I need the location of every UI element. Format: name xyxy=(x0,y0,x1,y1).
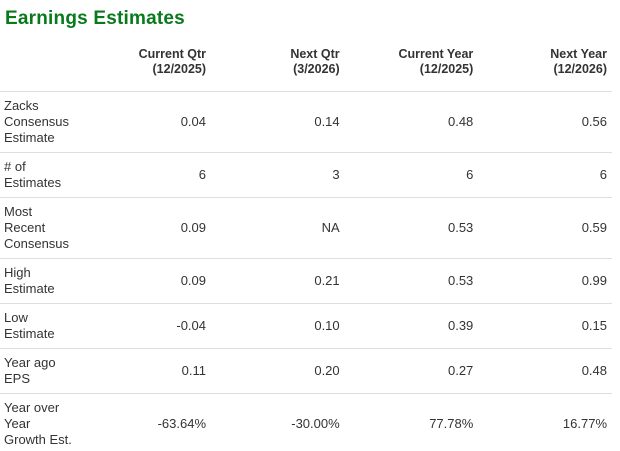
cell-value: 0.11 xyxy=(77,348,212,394)
cell-value: 0.15 xyxy=(478,303,612,349)
cell-value: 6 xyxy=(478,152,612,198)
cell-value: 77.78% xyxy=(344,393,479,451)
cell-value: 0.09 xyxy=(77,258,212,304)
row-label: Zacks Consensus Estimate xyxy=(0,91,78,153)
cell-value: NA xyxy=(211,197,345,259)
cell-value: -0.04 xyxy=(77,303,212,349)
cell-value: 0.20 xyxy=(211,348,345,394)
cell-value: 0.99 xyxy=(478,258,612,304)
column-header-current-qtr: Current Qtr (12/2025) xyxy=(77,47,212,92)
cell-value: 0.53 xyxy=(344,197,479,259)
cell-value: 0.10 xyxy=(211,303,345,349)
cell-value: 0.09 xyxy=(77,197,212,259)
row-label: Year over Year Growth Est. xyxy=(0,393,78,451)
column-header-date: (12/2025) xyxy=(419,62,474,76)
cell-value: 0.04 xyxy=(77,91,212,153)
row-label: Low Estimate xyxy=(0,303,78,349)
cell-value: 0.39 xyxy=(344,303,479,349)
table-row-most-recent-consensus: Most Recent Consensus 0.09 NA 0.53 0.59 xyxy=(0,197,612,259)
earnings-estimates-table: Current Qtr (12/2025) Next Qtr (3/2026) … xyxy=(0,47,612,451)
column-header-label: Current Year xyxy=(398,47,474,61)
table-row-zacks-consensus-estimate: Zacks Consensus Estimate 0.04 0.14 0.48 … xyxy=(0,91,612,153)
table-row-low-estimate: Low Estimate -0.04 0.10 0.39 0.15 xyxy=(0,303,612,349)
cell-value: 3 xyxy=(211,152,345,198)
cell-value: 0.53 xyxy=(344,258,479,304)
cell-value: 0.27 xyxy=(344,348,479,394)
cell-value: 0.48 xyxy=(478,348,612,394)
column-header-date: (12/2025) xyxy=(152,62,207,76)
cell-value: 0.14 xyxy=(211,91,345,153)
column-header-date: (12/2026) xyxy=(553,62,607,76)
cell-value: 0.56 xyxy=(478,91,612,153)
table-row-high-estimate: High Estimate 0.09 0.21 0.53 0.99 xyxy=(0,258,612,304)
page-title: Earnings Estimates xyxy=(5,8,185,29)
cell-value: 0.21 xyxy=(211,258,345,304)
column-header-label: Next Year xyxy=(550,47,607,61)
table-row-number-of-estimates: # of Estimates 6 3 6 6 xyxy=(0,152,612,198)
empty-corner-cell xyxy=(0,47,78,92)
row-label: # of Estimates xyxy=(0,152,78,198)
table-row-year-over-year-growth-est: Year over Year Growth Est. -63.64% -30.0… xyxy=(0,393,612,451)
column-header-label: Next Qtr xyxy=(290,47,340,61)
table-header-row: Current Qtr (12/2025) Next Qtr (3/2026) … xyxy=(0,47,612,92)
column-header-next-year: Next Year (12/2026) xyxy=(478,47,612,92)
table-row-year-ago-eps: Year ago EPS 0.11 0.20 0.27 0.48 xyxy=(0,348,612,394)
row-label: Most Recent Consensus xyxy=(0,197,78,259)
cell-value: -63.64% xyxy=(77,393,212,451)
row-label: Year ago EPS xyxy=(0,348,78,394)
cell-value: 6 xyxy=(77,152,212,198)
column-header-label: Current Qtr xyxy=(138,47,207,61)
column-header-current-year: Current Year (12/2025) xyxy=(344,47,479,92)
cell-value: 0.59 xyxy=(478,197,612,259)
row-label: High Estimate xyxy=(0,258,78,304)
cell-value: -30.00% xyxy=(211,393,345,451)
cell-value: 6 xyxy=(344,152,479,198)
cell-value: 0.48 xyxy=(344,91,479,153)
column-header-next-qtr: Next Qtr (3/2026) xyxy=(211,47,345,92)
cell-value: 16.77% xyxy=(478,393,612,451)
column-header-date: (3/2026) xyxy=(293,62,340,76)
